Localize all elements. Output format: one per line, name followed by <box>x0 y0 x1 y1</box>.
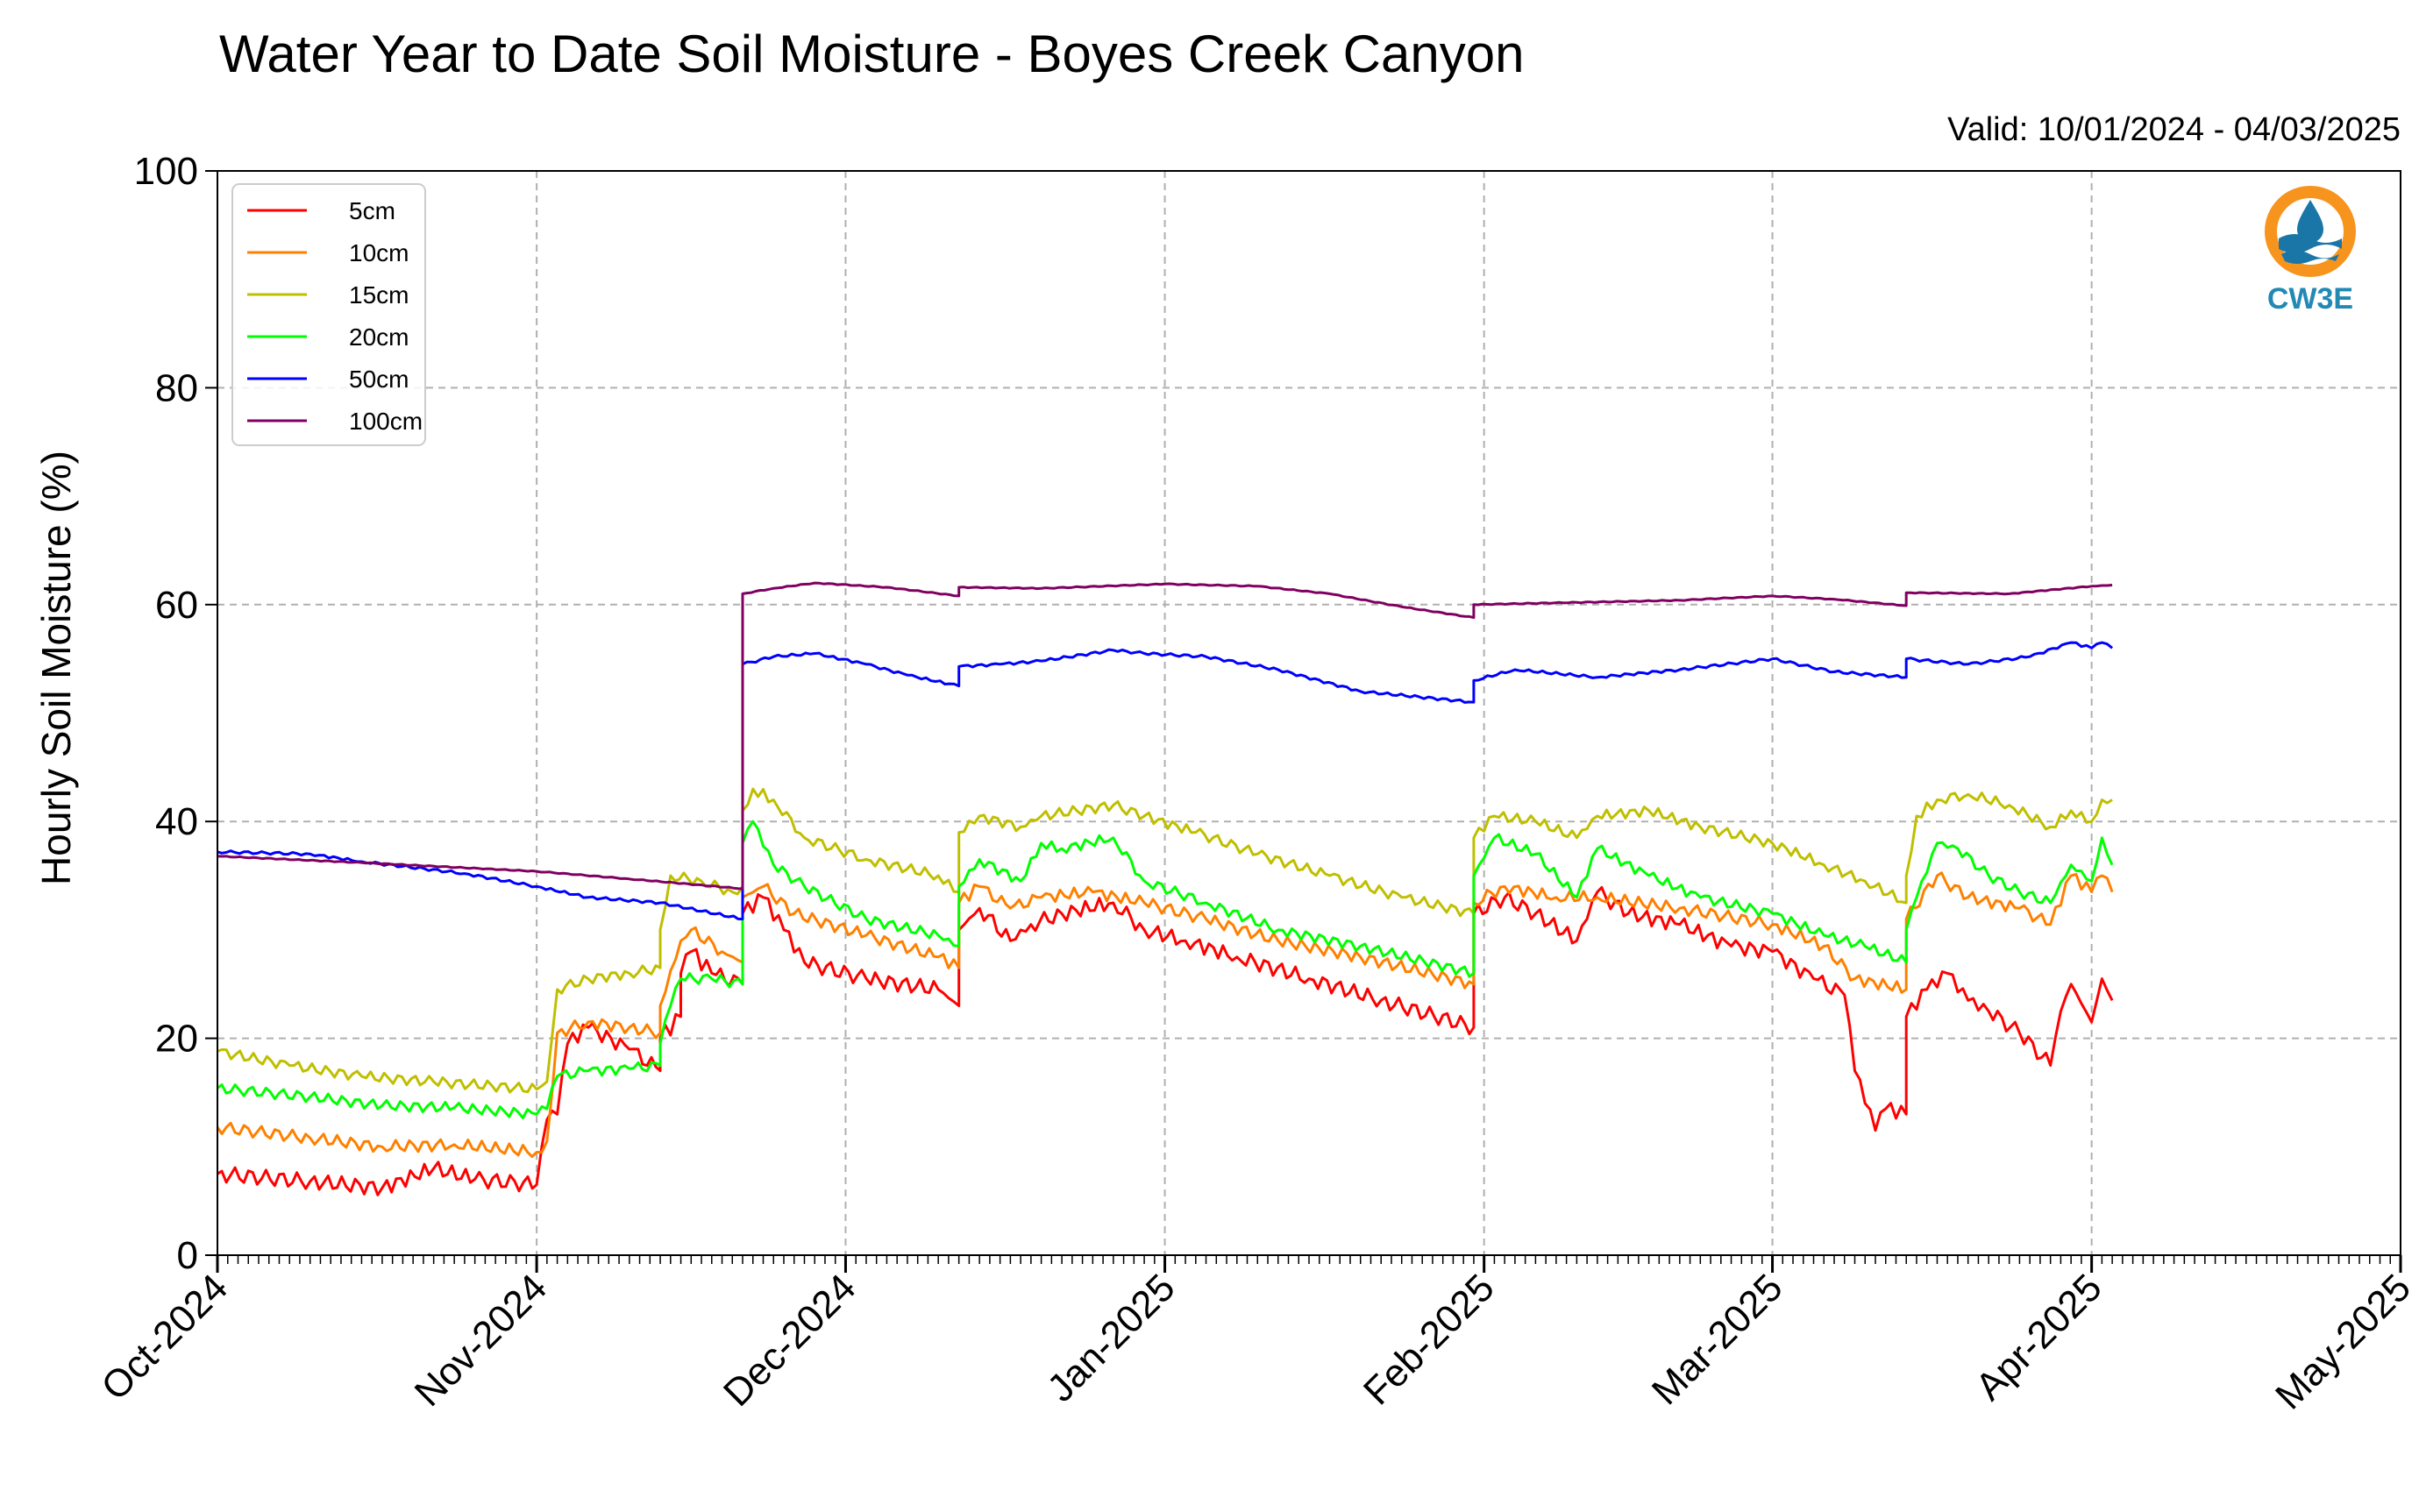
x-tick-label: Jan-2025 <box>1039 1266 1183 1409</box>
plot-frame <box>217 170 2401 1256</box>
y-tick-label: 100 <box>134 150 198 193</box>
x-tick-label: May-2025 <box>2267 1266 2419 1417</box>
series-line-10cm <box>216 871 2114 1159</box>
y-tick-label: 80 <box>155 366 198 409</box>
legend-label-50cm: 50cm <box>349 366 409 393</box>
cw3e-logo: CW3E <box>2265 186 2356 316</box>
legend-label-15cm: 15cm <box>349 281 409 309</box>
series-line-20cm <box>217 820 2114 1119</box>
legend-label-5cm: 5cm <box>349 197 395 224</box>
series-line-100cm <box>217 581 2113 891</box>
y-axis-label: Hourly Soil Moisture (%) <box>33 451 79 885</box>
y-tick-label: 40 <box>155 800 198 843</box>
x-tick-label: Feb-2025 <box>1355 1266 1503 1413</box>
logo-wave-icon-2 <box>2281 250 2339 264</box>
x-tick-label: Nov-2024 <box>407 1266 556 1415</box>
x-tick-label: Mar-2025 <box>1644 1266 1791 1413</box>
y-tick-label: 60 <box>155 584 198 627</box>
legend-label-20cm: 20cm <box>349 323 409 351</box>
legend-box <box>231 183 426 446</box>
y-tick-label: 20 <box>155 1018 198 1061</box>
axis-labels: 0 20 40 60 80 100 Oct-2024 Nov-2024 Dec-2024 Jan-… <box>93 150 2419 1417</box>
legend-label-100cm: 100cm <box>349 408 423 435</box>
legend: 5cm 10cm 15cm 20cm 50cm 100cm <box>231 183 426 446</box>
x-tick-label: Apr-2025 <box>1967 1266 2110 1409</box>
logo-wave-icon <box>2279 234 2342 253</box>
grid-lines <box>217 170 2401 1256</box>
logo-drop-icon <box>2297 200 2323 243</box>
chart-subtitle: Valid: 10/01/2024 - 04/03/2025 <box>1947 111 2401 148</box>
x-tick-label: Oct-2024 <box>93 1266 236 1409</box>
series-line-15cm <box>217 787 2113 1094</box>
series-lines <box>216 581 2114 1196</box>
axis-ticks <box>205 170 2402 1273</box>
logo-text: CW3E <box>2267 282 2353 316</box>
chart-title: Water Year to Date Soil Moisture - Boyes… <box>219 25 1524 83</box>
x-tick-label: Dec-2024 <box>715 1266 864 1415</box>
series-line-5cm <box>217 885 2114 1196</box>
legend-label-10cm: 10cm <box>349 239 409 266</box>
logo-ring-icon <box>2265 186 2356 277</box>
y-tick-label: 0 <box>177 1234 198 1277</box>
series-line-50cm <box>217 641 2114 920</box>
